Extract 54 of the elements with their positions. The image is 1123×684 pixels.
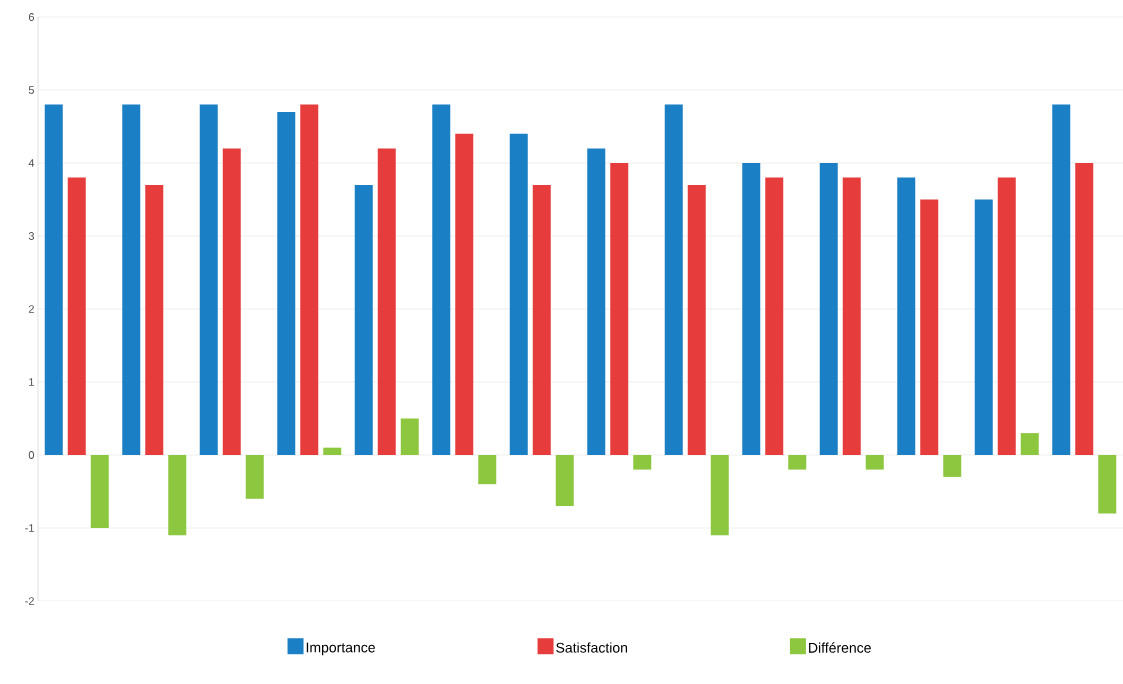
y-tick-label: 3 [28, 232, 34, 240]
y-tick-label: 1 [29, 378, 34, 386]
bar [222, 148, 241, 455]
bar [920, 199, 939, 455]
bar [277, 111, 296, 455]
bar [145, 184, 164, 455]
bar [455, 133, 474, 455]
y-tick-label: 4 [28, 159, 35, 167]
bar [377, 148, 396, 455]
bar [788, 454, 807, 470]
y-tick-label: 5 [28, 86, 35, 94]
bar [90, 454, 109, 528]
bar [432, 104, 451, 455]
bar [897, 177, 916, 455]
y-tick-label: 2 [28, 305, 34, 313]
legend-label: Satisfaction [556, 642, 628, 653]
bar [199, 104, 218, 455]
bar [168, 454, 187, 536]
legend-label: Importance [306, 642, 375, 656]
bar [1075, 162, 1094, 455]
bar [1052, 104, 1071, 455]
bar [400, 418, 419, 455]
bar [842, 177, 861, 455]
bar [245, 454, 264, 499]
bar [67, 177, 86, 455]
y-tick-label: 6 [28, 13, 34, 21]
bar [587, 148, 606, 455]
bar [555, 454, 574, 507]
bar [943, 454, 962, 477]
bar [354, 184, 373, 455]
bar [997, 177, 1016, 455]
y-tick-label: 0 [28, 451, 35, 459]
bar [300, 104, 319, 455]
bar [1020, 433, 1039, 455]
bar [765, 177, 784, 455]
bar [742, 162, 761, 455]
legend-label: Différence [809, 642, 871, 653]
bar [44, 104, 63, 455]
bar [865, 454, 884, 470]
bar [710, 454, 729, 536]
bar [974, 199, 993, 455]
bar [687, 184, 706, 455]
y-tick-label: -1 [25, 524, 34, 532]
bar [323, 447, 342, 455]
bar [819, 162, 838, 455]
bar [1098, 454, 1117, 514]
bar [509, 133, 528, 455]
bar [478, 454, 497, 485]
bar [122, 104, 141, 455]
bar [532, 184, 551, 455]
bar [610, 162, 629, 455]
y-tick-label: -2 [25, 597, 34, 605]
bar [633, 454, 652, 470]
bar [664, 104, 683, 455]
